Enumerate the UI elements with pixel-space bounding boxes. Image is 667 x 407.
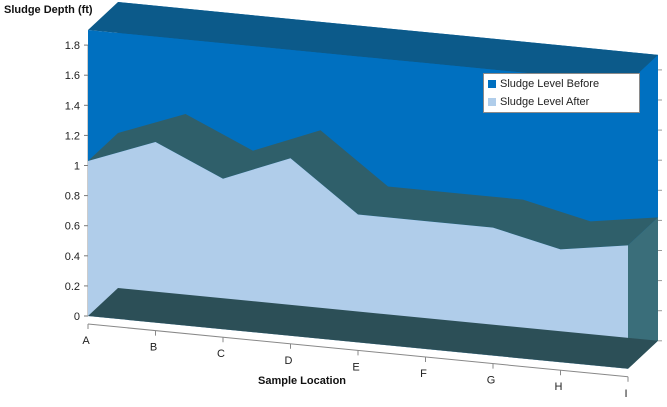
legend-label-after: Sludge Level After <box>500 96 590 108</box>
series-after-top-edge <box>88 114 658 250</box>
legend: Sludge Level Before Sludge Level After <box>483 73 640 113</box>
y-tick-label-1.2: 1.2 <box>65 130 80 142</box>
y-tick-label-0.6: 0.6 <box>65 221 80 233</box>
x-tick-label-B: B <box>150 342 157 354</box>
series-before-top-edge <box>88 2 658 83</box>
y-tick-label-1.8: 1.8 <box>65 40 80 52</box>
legend-label-before: Sludge Level Before <box>500 78 600 90</box>
x-tick-label-D: D <box>285 355 293 367</box>
x-tick-label-A: A <box>82 335 90 347</box>
y-tick-label-1: 1 <box>74 161 80 173</box>
y-tick-label-0: 0 <box>74 311 80 323</box>
legend-item-after: Sludge Level After <box>484 94 639 110</box>
y-tick-label-0.8: 0.8 <box>65 191 80 203</box>
series-after-end-cap <box>628 217 658 369</box>
floor-strip <box>88 288 658 369</box>
x-tick-label-H: H <box>555 381 563 393</box>
legend-item-before: Sludge Level Before <box>484 76 639 92</box>
y-tick-label-0.2: 0.2 <box>65 281 80 293</box>
y-tick-label-1.4: 1.4 <box>65 100 80 112</box>
y-tick-label-1.6: 1.6 <box>65 70 80 82</box>
legend-swatch-before <box>488 80 496 88</box>
legend-swatch-after <box>488 98 496 106</box>
x-tick-label-G: G <box>487 375 496 387</box>
y-tick-label-0.4: 0.4 <box>65 251 80 263</box>
y-axis-title: Sludge Depth (ft) <box>4 4 93 16</box>
x-tick-label-C: C <box>217 348 225 360</box>
x-tick-label-I: I <box>624 388 627 400</box>
x-tick-label-E: E <box>352 361 359 373</box>
x-tick-label-F: F <box>420 368 427 380</box>
x-axis-title: Sample Location <box>258 375 347 387</box>
